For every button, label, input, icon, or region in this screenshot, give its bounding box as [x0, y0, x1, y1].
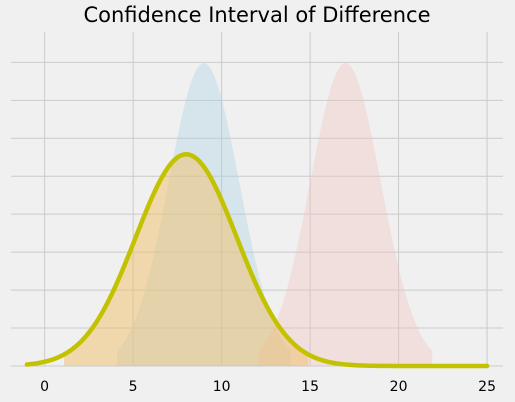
lines: [24, 152, 490, 369]
x-tick-labels: 0 5 10 15 20 25: [40, 379, 496, 395]
line-series-3: [24, 152, 490, 369]
x-tick-label: 15: [301, 379, 319, 395]
grid: [11, 32, 503, 367]
x-tick-label: 25: [478, 379, 496, 395]
x-tick-label: 20: [390, 379, 408, 395]
chart-title: Confidence Interval of Difference: [83, 3, 430, 27]
area-series-2: [64, 154, 309, 366]
areas: [64, 63, 433, 367]
x-tick-label: 10: [213, 379, 231, 395]
area-series-1: [258, 63, 433, 367]
x-tick-label: 5: [129, 379, 138, 395]
x-tick-label: 0: [40, 379, 49, 395]
